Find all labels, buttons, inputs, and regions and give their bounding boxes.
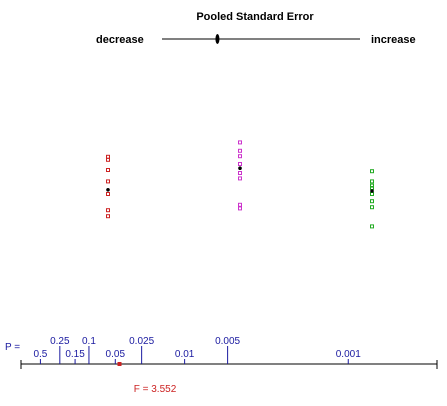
group-3-point-2 xyxy=(370,205,374,210)
slider-thumb[interactable] xyxy=(215,34,220,44)
group-2-point-1 xyxy=(238,206,242,211)
group-3-point-4 xyxy=(370,192,374,196)
group-3-point-6 xyxy=(370,183,374,188)
p-tick-label-8: 0.005 xyxy=(215,336,240,347)
f-value-label: F = 3.552 xyxy=(134,384,177,395)
chart-title: Pooled Standard Error xyxy=(196,11,314,23)
group-3 xyxy=(370,169,374,229)
group-2-point-4 xyxy=(238,171,242,175)
group-1-point-1 xyxy=(106,214,110,219)
group-3-point-1 xyxy=(370,224,374,229)
group-1-point-2 xyxy=(106,208,110,213)
p-tick-label-3: 0.15 xyxy=(65,349,85,360)
f-value-marker xyxy=(117,362,122,366)
group-2-point-8 xyxy=(238,140,242,145)
p-tick-label-7: 0.01 xyxy=(175,349,195,360)
group-1-point-3 xyxy=(106,192,110,196)
p-axis-label: P = xyxy=(5,342,20,353)
group-3-mean-marker xyxy=(370,189,374,193)
p-tick-label-1: 0.5 xyxy=(33,349,47,360)
group-3-point-3 xyxy=(370,199,374,204)
p-tick-label-5: 0.05 xyxy=(106,349,126,360)
group-3-point-7 xyxy=(370,179,374,184)
group-2 xyxy=(238,140,242,211)
group-2-point-5 xyxy=(238,162,242,166)
group-2-mean-marker xyxy=(238,166,242,170)
p-tick-label-9: 0.001 xyxy=(336,349,361,360)
group-2-point-3 xyxy=(238,176,242,181)
p-tick-label-2: 0.25 xyxy=(50,336,70,347)
group-1 xyxy=(106,154,110,219)
slider-decrease-label: decrease xyxy=(96,34,144,46)
data-groups xyxy=(106,140,374,229)
slider-increase-label: increase xyxy=(371,34,416,46)
p-tick-label-6: 0.025 xyxy=(129,336,154,347)
group-3-point-8 xyxy=(370,169,374,174)
group-1-point-4 xyxy=(106,179,110,184)
p-tick-label-4: 0.1 xyxy=(82,336,96,347)
group-2-point-7 xyxy=(238,148,242,153)
p-axis-ticks: 0.50.25 0.15 0.1 0.050.025 0.01 0.005 0.001 xyxy=(33,336,361,364)
group-1-point-7 xyxy=(106,154,110,159)
group-2-point-2 xyxy=(238,202,242,207)
group-1-point-5 xyxy=(106,168,110,172)
group-2-point-6 xyxy=(238,154,242,159)
group-1-mean-marker xyxy=(106,188,110,192)
